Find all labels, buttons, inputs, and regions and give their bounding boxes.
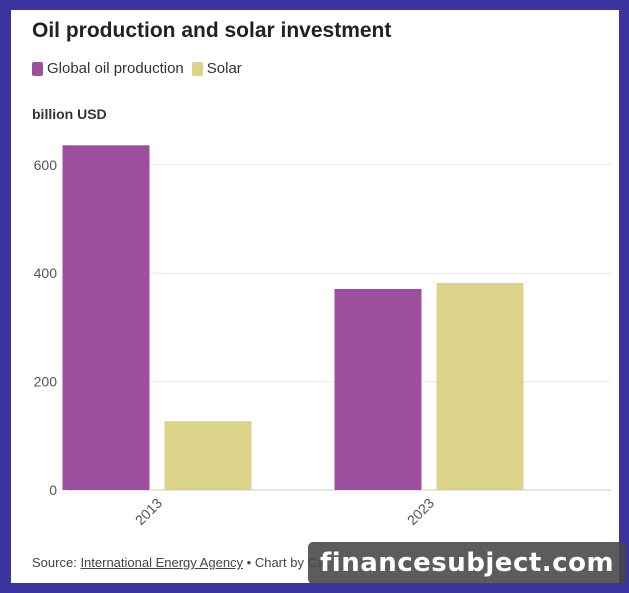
x-tick-label: 2013 <box>132 495 165 528</box>
source-prefix: Source: <box>32 555 77 570</box>
watermark-text: financesubject.com <box>319 548 615 578</box>
legend-swatch-solar <box>191 61 203 76</box>
y-axis-unit-label: billion USD <box>32 106 107 122</box>
y-tick-label: 600 <box>34 157 58 173</box>
source-line: Source: International Energy Agency • Ch… <box>32 555 324 570</box>
chart-title: Oil production and solar investment <box>32 19 392 42</box>
bar-oil-2013 <box>62 145 150 490</box>
bar-solar-2023 <box>436 282 524 490</box>
y-tick-label: 0 <box>49 482 57 498</box>
y-tick-label: 200 <box>34 374 58 390</box>
legend-item-oil: Global oil production <box>32 60 184 77</box>
x-tick-label: 2023 <box>404 495 437 528</box>
source-link[interactable]: International Energy Agency <box>80 555 244 570</box>
watermark: financesubject.com <box>308 542 626 584</box>
bar-oil-2023 <box>334 288 422 490</box>
legend-item-solar: Solar <box>191 60 242 77</box>
chart-credit: • Chart by Ca <box>246 555 325 570</box>
bar-solar-2013 <box>164 421 252 490</box>
legend-swatch-oil <box>32 61 43 76</box>
legend-label-solar: Solar <box>206 60 242 77</box>
legend: Global oil production Solar <box>32 60 250 77</box>
y-tick-label: 400 <box>34 265 58 281</box>
chart-card: Oil production and solar investment Glob… <box>11 10 619 583</box>
bar-chart: 0 200 400 600 2013 2023 <box>34 145 611 528</box>
legend-label-oil: Global oil production <box>47 60 184 77</box>
